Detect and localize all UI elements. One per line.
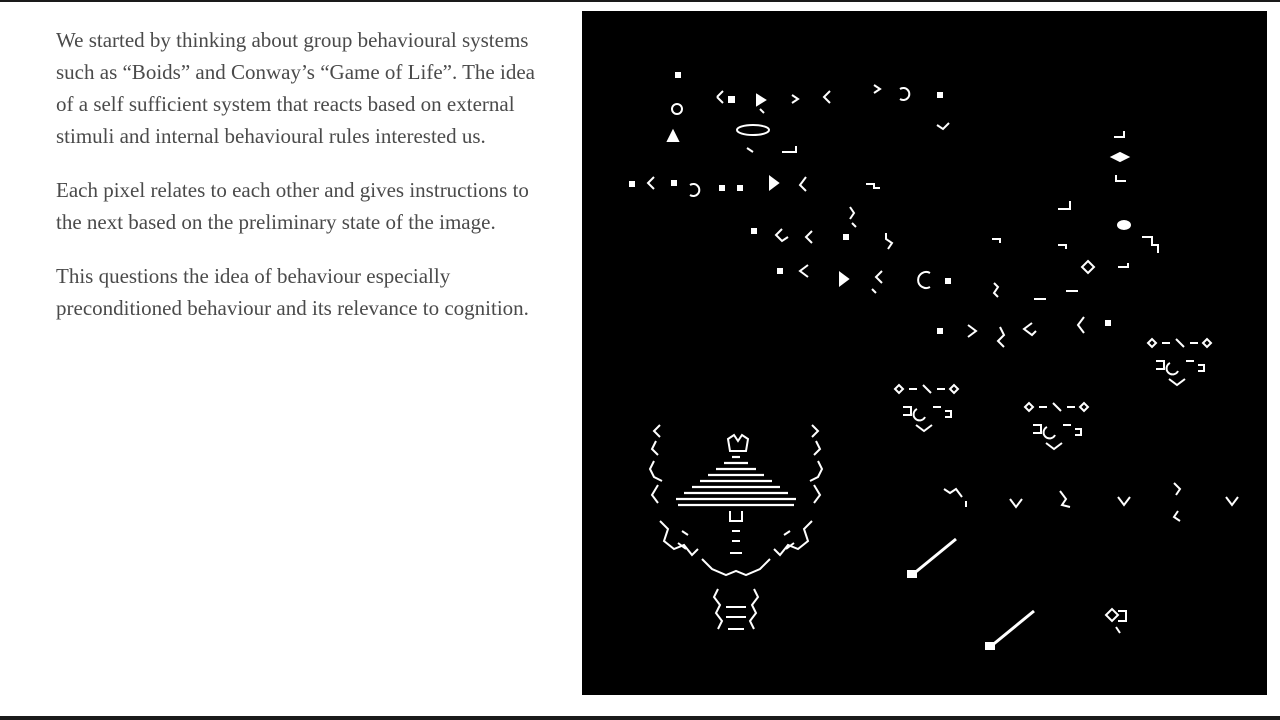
- automaton-cells: [629, 72, 1239, 650]
- cellular-automaton-image: [582, 11, 1267, 695]
- paragraph-behaviour: This questions the idea of behaviour esp…: [56, 264, 529, 320]
- paragraph-intro: We started by thinking about group behav…: [56, 28, 535, 148]
- bottom-frame-border: [0, 716, 1280, 720]
- top-frame-border: [0, 0, 1280, 2]
- cellular-automaton-canvas: [629, 72, 1239, 650]
- article-text: We started by thinking about group behav…: [56, 24, 536, 346]
- paragraph-pixels: Each pixel relates to each other and giv…: [56, 178, 529, 234]
